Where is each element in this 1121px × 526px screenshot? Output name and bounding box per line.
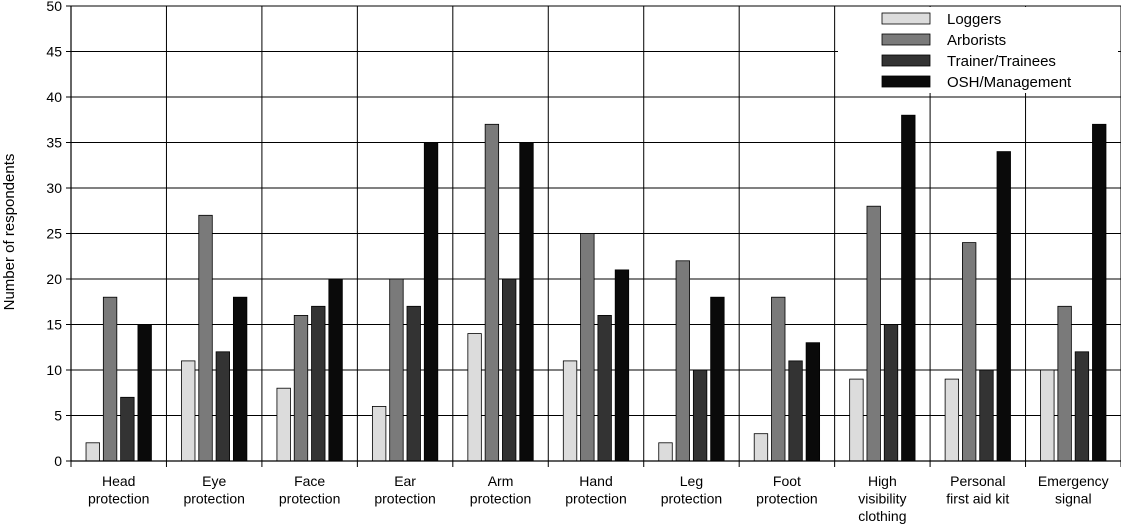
- bar-arborists: [199, 215, 213, 461]
- legend-swatch: [882, 76, 930, 87]
- x-tick-label: visibility: [858, 491, 906, 507]
- bar-osh-management: [806, 343, 820, 461]
- legend-swatch: [882, 55, 930, 66]
- bar-loggers: [1041, 370, 1055, 461]
- bar-osh-management: [329, 279, 343, 461]
- legend-label: Trainer/Trainees: [947, 53, 1056, 70]
- bar-loggers: [86, 443, 100, 461]
- bar-loggers: [563, 361, 577, 461]
- x-tick-label: Personal: [950, 473, 1005, 489]
- y-tick-label: 10: [46, 362, 62, 378]
- x-tick-label: Arm: [488, 473, 514, 489]
- bar-trainer-trainees: [1075, 352, 1089, 461]
- bar-osh-management: [711, 297, 725, 461]
- bar-trainer-trainees: [502, 279, 515, 461]
- x-tick-label: protection: [279, 491, 340, 507]
- x-tick-label: High: [868, 473, 897, 489]
- bar-trainer-trainees: [598, 315, 612, 461]
- bar-arborists: [1058, 306, 1072, 461]
- bar-osh-management: [138, 325, 152, 462]
- x-tick-label: protection: [374, 491, 435, 507]
- bar-trainer-trainees: [407, 306, 421, 461]
- bar-osh-management: [997, 152, 1011, 461]
- x-tick-label: protection: [88, 491, 149, 507]
- x-tick-label: protection: [756, 491, 817, 507]
- y-tick-label: 45: [46, 44, 62, 60]
- x-tick-label: protection: [470, 491, 531, 507]
- bar-osh-management: [1092, 124, 1106, 461]
- y-tick-label: 5: [54, 408, 62, 424]
- y-tick-label: 15: [46, 317, 62, 333]
- bar-loggers: [468, 334, 482, 461]
- bar-arborists: [676, 261, 690, 461]
- x-tick-label: protection: [661, 491, 722, 507]
- y-tick-label: 40: [46, 89, 62, 105]
- bar-arborists: [103, 297, 117, 461]
- legend-label: OSH/Management: [947, 74, 1072, 91]
- x-tick-label: signal: [1055, 491, 1092, 507]
- bar-trainer-trainees: [693, 370, 707, 461]
- x-tick-label: Leg: [680, 473, 703, 489]
- bar-trainer-trainees: [884, 325, 898, 462]
- bar-trainer-trainees: [980, 370, 994, 461]
- legend-label: Arborists: [947, 32, 1006, 49]
- bar-loggers: [754, 434, 768, 461]
- bar-trainer-trainees: [216, 352, 230, 461]
- bar-loggers: [659, 443, 673, 461]
- y-axis-label: Number of respondents: [1, 154, 18, 311]
- y-tick-label: 30: [46, 180, 62, 196]
- bar-osh-management: [520, 143, 534, 462]
- bar-trainer-trainees: [312, 306, 326, 461]
- x-tick-label: clothing: [858, 508, 906, 524]
- bar-arborists: [867, 206, 881, 461]
- x-tick-label: Ear: [394, 473, 416, 489]
- legend-label: Loggers: [947, 11, 1001, 28]
- bar-arborists: [962, 243, 976, 461]
- y-tick-label: 25: [46, 226, 62, 242]
- bar-loggers: [850, 379, 864, 461]
- y-tick-label: 50: [46, 0, 62, 14]
- bar-trainer-trainees: [121, 397, 135, 461]
- bar-loggers: [372, 406, 386, 461]
- bars-group: [86, 115, 1106, 461]
- bar-trainer-trainees: [789, 361, 803, 461]
- bar-loggers: [277, 388, 291, 461]
- y-tick-label: 35: [46, 135, 62, 151]
- bar-osh-management: [424, 143, 438, 462]
- legend-swatch: [882, 13, 930, 24]
- bar-osh-management: [615, 270, 629, 461]
- x-tick-label: protection: [183, 491, 244, 507]
- x-tick-label: first aid kit: [946, 491, 1009, 507]
- x-tick-label: Head: [102, 473, 135, 489]
- legend-swatch: [882, 34, 930, 45]
- y-tick-label: 20: [46, 271, 62, 287]
- x-tick-label: protection: [565, 491, 626, 507]
- bar-arborists: [772, 297, 786, 461]
- bar-arborists: [581, 234, 595, 462]
- bar-osh-management: [902, 115, 916, 461]
- bar-loggers: [945, 379, 959, 461]
- bar-arborists: [390, 279, 404, 461]
- bar-loggers: [181, 361, 195, 461]
- x-tick-label: Foot: [773, 473, 801, 489]
- x-tick-label: Face: [294, 473, 325, 489]
- x-tick-label: Emergency: [1038, 473, 1109, 489]
- bar-arborists: [485, 124, 499, 461]
- legend: Loggers Arborists Trainer/Trainees OSH/Mana…: [838, 7, 1118, 93]
- bar-osh-management: [233, 297, 247, 461]
- y-tick-label: 0: [54, 453, 62, 469]
- x-tick-label: Eye: [202, 473, 226, 489]
- bar-arborists: [294, 315, 308, 461]
- x-tick-label: Hand: [579, 473, 612, 489]
